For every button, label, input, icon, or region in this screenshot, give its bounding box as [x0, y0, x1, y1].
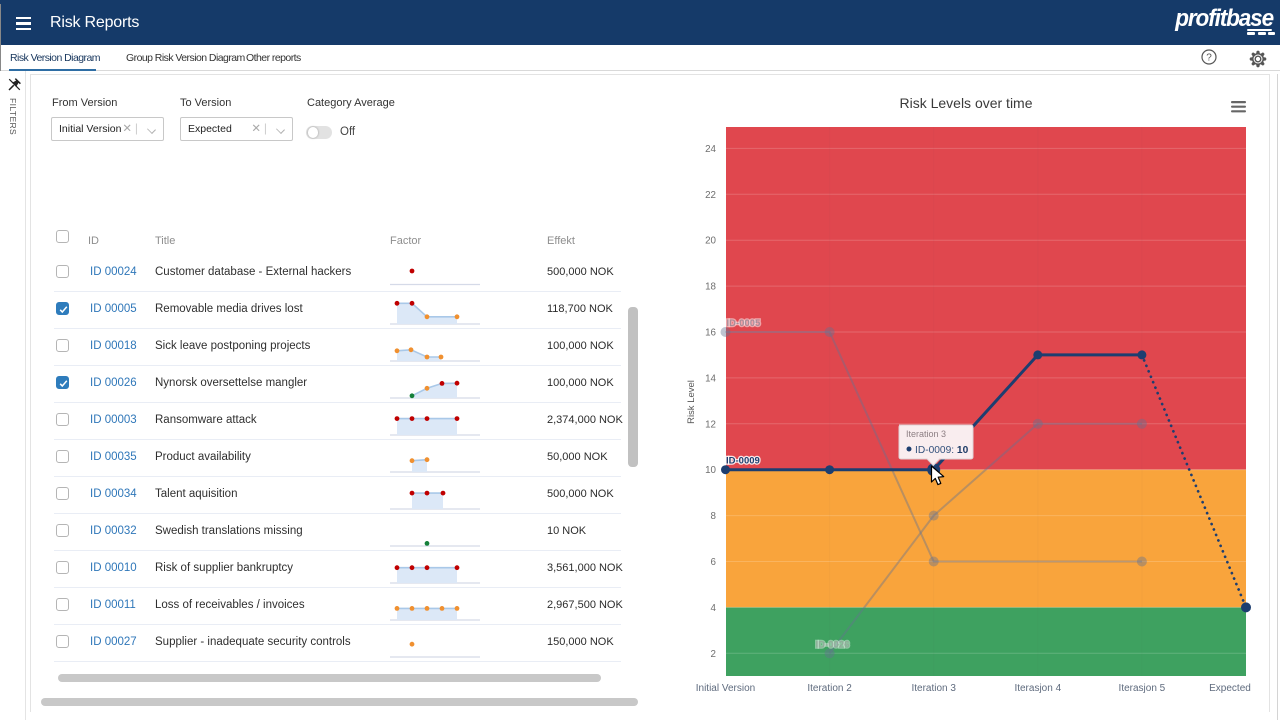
svg-text:ID-0009: ID-0009	[726, 456, 760, 467]
svg-text:20: 20	[705, 236, 716, 247]
svg-text:Initial Version: Initial Version	[696, 683, 755, 694]
svg-text:10: 10	[705, 465, 716, 476]
svg-text:8: 8	[711, 511, 717, 522]
svg-text:4: 4	[711, 603, 717, 614]
svg-text:18: 18	[705, 282, 716, 293]
svg-text:ID-0026: ID-0026	[816, 639, 850, 650]
svg-text:Iteration 3: Iteration 3	[911, 683, 956, 694]
svg-text:Iteration 2: Iteration 2	[807, 683, 852, 694]
svg-text:14: 14	[705, 373, 716, 384]
svg-text:12: 12	[705, 419, 716, 430]
svg-text:Iterasjon 4: Iterasjon 4	[1014, 683, 1061, 694]
svg-text:Risk Level: Risk Level	[686, 380, 697, 424]
svg-text:16: 16	[705, 328, 716, 339]
svg-text:Iteration 3: Iteration 3	[906, 429, 946, 439]
svg-text:24: 24	[705, 144, 716, 155]
svg-text:ID-0005: ID-0005	[727, 318, 762, 329]
svg-text:Risk Levels over time: Risk Levels over time	[899, 95, 1032, 111]
svg-text:ID-0009: 10: ID-0009: 10	[915, 445, 969, 456]
svg-text:2: 2	[711, 649, 716, 660]
svg-text:6: 6	[711, 557, 717, 568]
svg-text:Expected: Expected	[1209, 683, 1251, 694]
svg-text:?: ?	[1206, 53, 1212, 64]
svg-text:Iterasjon 5: Iterasjon 5	[1119, 683, 1166, 694]
svg-text:22: 22	[705, 190, 716, 201]
